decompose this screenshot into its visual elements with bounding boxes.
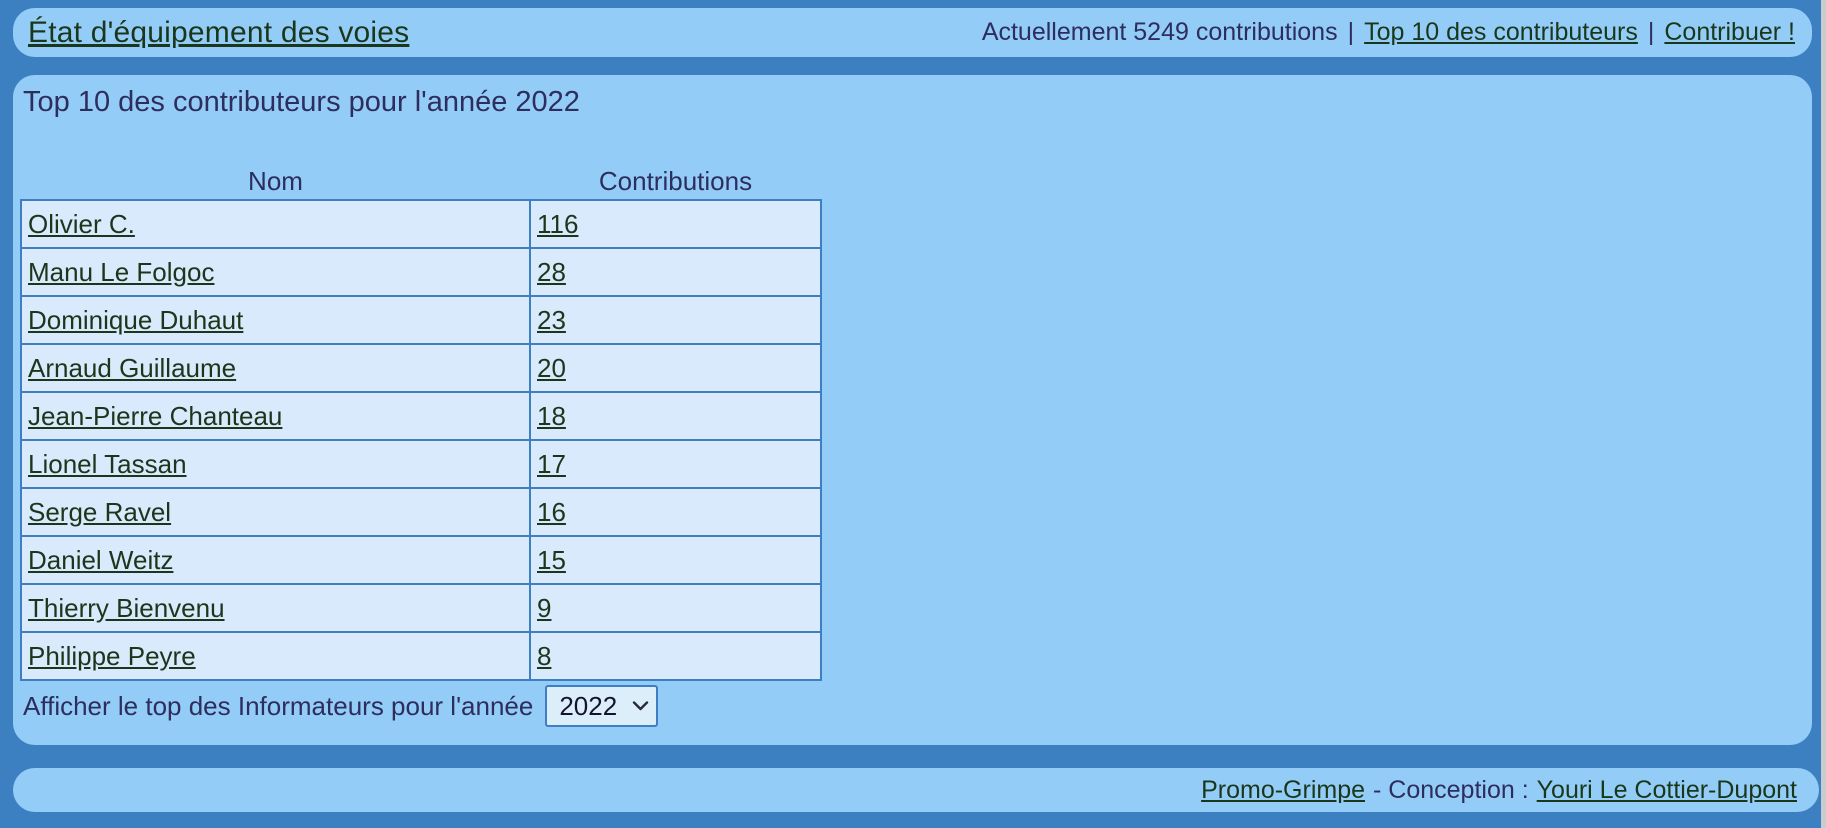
separator: | <box>1647 18 1655 46</box>
contribution-count-link[interactable]: 9 <box>537 592 552 623</box>
table-row: Manu Le Folgoc 28 <box>20 247 822 297</box>
contributor-name-link[interactable]: Manu Le Folgoc <box>28 256 215 287</box>
column-header-contributions: Contributions <box>598 165 753 196</box>
footer-bar: Promo-Grimpe - Conception : Youri Le Cot… <box>13 768 1819 812</box>
table-row: Serge Ravel 16 <box>20 487 822 537</box>
header-bar: État d'équipement des voies Actuellement… <box>13 8 1812 57</box>
name-cell: Dominique Duhaut <box>20 295 531 345</box>
contributor-name-link[interactable]: Thierry Bienvenu <box>28 592 225 623</box>
contributions-cell: 9 <box>529 583 822 633</box>
conception-text: - Conception : <box>1373 775 1529 804</box>
contributions-cell: 17 <box>529 439 822 489</box>
table-row: Dominique Duhaut 23 <box>20 295 822 345</box>
contributions-cell: 18 <box>529 391 822 441</box>
author-link[interactable]: Youri Le Cottier-Dupont <box>1536 775 1797 804</box>
contribution-count-link[interactable]: 23 <box>537 304 566 335</box>
name-cell: Arnaud Guillaume <box>20 343 531 393</box>
name-cell: Jean-Pierre Chanteau <box>20 391 531 441</box>
contributor-name-link[interactable]: Dominique Duhaut <box>28 304 244 335</box>
contributor-name-link[interactable]: Daniel Weitz <box>28 544 174 575</box>
year-filter: Afficher le top des Informateurs pour l'… <box>23 685 659 727</box>
contribution-count-link[interactable]: 8 <box>537 640 552 671</box>
separator: | <box>1347 18 1355 46</box>
site-title-link[interactable]: État d'équipement des voies <box>28 15 410 49</box>
contributions-cell: 20 <box>529 343 822 393</box>
contribution-count-link[interactable]: 116 <box>537 208 579 239</box>
contribution-count-link[interactable]: 20 <box>537 352 566 383</box>
contributions-cell: 16 <box>529 487 822 537</box>
name-cell: Philippe Peyre <box>20 631 531 681</box>
contribution-count-link[interactable]: 15 <box>537 544 566 575</box>
contributor-name-link[interactable]: Philippe Peyre <box>28 640 196 671</box>
table-row: Arnaud Guillaume 20 <box>20 343 822 393</box>
page-title: Top 10 des contributeurs pour l'année 20… <box>23 86 580 118</box>
main-panel: Top 10 des contributeurs pour l'année 20… <box>13 75 1812 745</box>
table-row: Lionel Tassan 17 <box>20 439 822 489</box>
name-cell: Thierry Bienvenu <box>20 583 531 633</box>
name-cell: Manu Le Folgoc <box>20 247 531 297</box>
table-header-row: Nom Contributions <box>21 163 821 200</box>
promo-grimpe-link[interactable]: Promo-Grimpe <box>1201 775 1366 804</box>
table-row: Thierry Bienvenu 9 <box>20 583 822 633</box>
contribution-count-link[interactable]: 17 <box>537 448 566 479</box>
name-cell: Olivier C. <box>20 199 531 249</box>
year-select[interactable]: 2022 <box>545 685 659 727</box>
name-cell: Daniel Weitz <box>20 535 531 585</box>
header-nav: Actuellement 5249 contributions | Top 10… <box>982 18 1797 47</box>
year-select-wrap: 2022 <box>545 685 659 727</box>
contribution-count-link[interactable]: 16 <box>537 496 566 527</box>
contributions-cell: 8 <box>529 631 822 681</box>
name-cell: Serge Ravel <box>20 487 531 537</box>
contributions-cell: 116 <box>529 199 822 249</box>
column-header-nom: Nom <box>248 165 303 196</box>
contributor-name-link[interactable]: Lionel Tassan <box>28 448 187 479</box>
table-row: Daniel Weitz 15 <box>20 535 822 585</box>
contributions-count-text: Actuellement 5249 contributions <box>981 18 1338 46</box>
contributor-name-link[interactable]: Olivier C. <box>28 208 135 239</box>
contributor-name-link[interactable]: Serge Ravel <box>28 496 172 527</box>
contribution-count-link[interactable]: 18 <box>537 400 566 431</box>
top10-contributors-link[interactable]: Top 10 des contributeurs <box>1364 18 1638 46</box>
contributions-cell: 28 <box>529 247 822 297</box>
contributions-cell: 23 <box>529 295 822 345</box>
contributions-cell: 15 <box>529 535 822 585</box>
name-cell: Lionel Tassan <box>20 439 531 489</box>
year-filter-label: Afficher le top des Informateurs pour l'… <box>23 690 534 721</box>
table-row: Philippe Peyre 8 <box>20 631 822 681</box>
contribution-count-link[interactable]: 28 <box>537 256 566 287</box>
contribute-link[interactable]: Contribuer ! <box>1664 18 1795 46</box>
contributors-table: Nom Contributions Olivier C. 116 Manu Le F… <box>20 163 822 681</box>
table-row: Jean-Pierre Chanteau 18 <box>20 391 822 441</box>
contributor-name-link[interactable]: Jean-Pierre Chanteau <box>28 400 283 431</box>
contributor-name-link[interactable]: Arnaud Guillaume <box>28 352 237 383</box>
window-edge <box>1821 0 1826 828</box>
table-row: Olivier C. 116 <box>20 199 822 249</box>
